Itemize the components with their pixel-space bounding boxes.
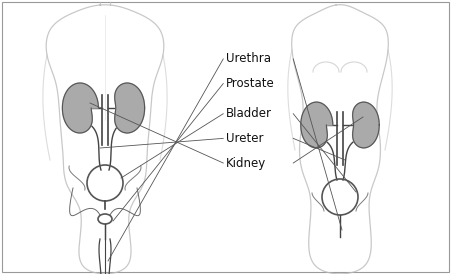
Text: Urethra: Urethra [226,52,271,65]
Polygon shape [353,102,379,148]
Text: Ureter: Ureter [226,132,264,145]
Polygon shape [301,102,333,148]
Text: Prostate: Prostate [226,77,275,90]
Polygon shape [115,83,145,133]
Text: Bladder: Bladder [226,107,272,120]
Text: Kidney: Kidney [226,156,267,170]
Polygon shape [62,83,98,133]
